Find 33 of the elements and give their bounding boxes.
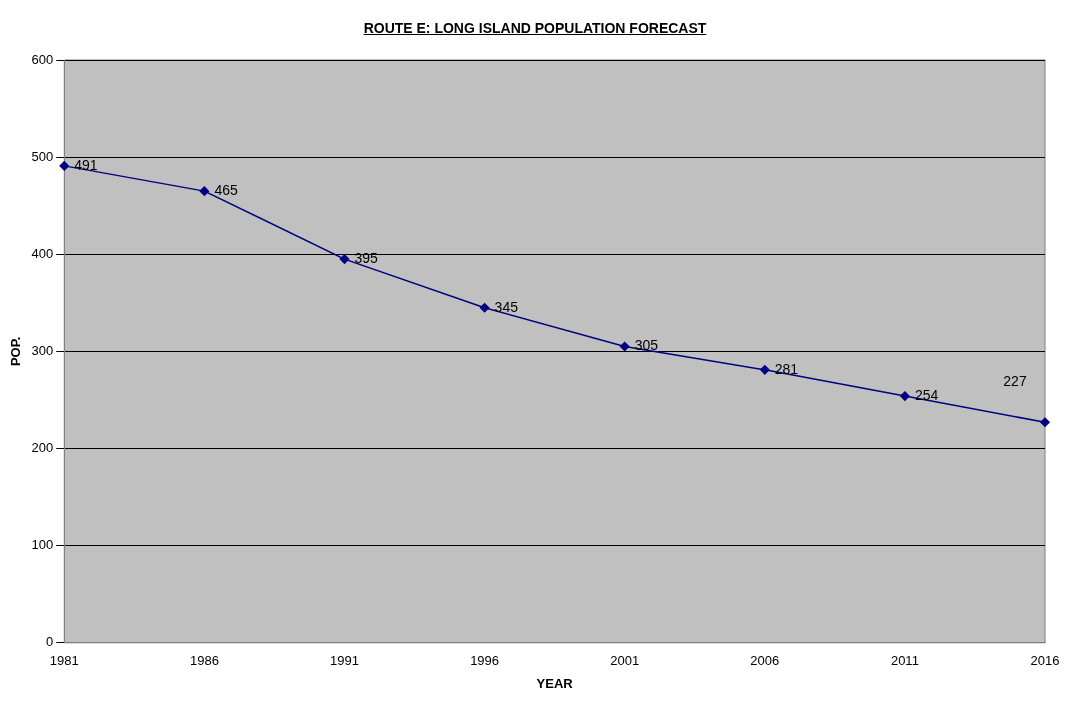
x-tick-label: 1996 [470,653,500,669]
data-label: 345 [494,298,519,315]
x-tick-label: 2006 [750,653,780,669]
y-tick-label: 300 [31,342,54,358]
point [339,254,350,264]
chart-title: ROUTE E: LONG ISLAND POPULATION FORECAST [362,20,708,36]
data-label: 465 [214,181,238,198]
point [59,161,70,171]
point [199,186,210,196]
data-label: 281 [774,360,799,377]
point [479,302,490,313]
point [900,391,910,401]
x-tick-label: 1986 [189,653,219,669]
y-tick-label: 400 [31,245,54,261]
point [619,341,630,352]
y-axis-title: POP. [8,336,24,367]
data-label: 227 [1003,373,1027,390]
x-tick-label: 1991 [330,653,359,669]
y-tick-label: 0 [46,634,54,650]
x-tick-label: 2016 [1030,653,1060,669]
x-axis-title: YEAR [536,675,574,691]
y-tick-label: 200 [31,440,54,456]
x-tick-label: 1981 [49,653,79,669]
y-tick-label: 600 [31,51,54,67]
data-label: 254 [914,386,939,403]
point [760,365,770,375]
y-tick-label: 500 [31,148,54,164]
x-tick-label: 2001 [610,653,640,669]
y-tick-label: 100 [31,537,54,553]
x-tick-label: 2011 [890,653,919,669]
data-label: 305 [634,337,659,354]
point [1040,417,1050,428]
data-label: 491 [74,156,98,173]
